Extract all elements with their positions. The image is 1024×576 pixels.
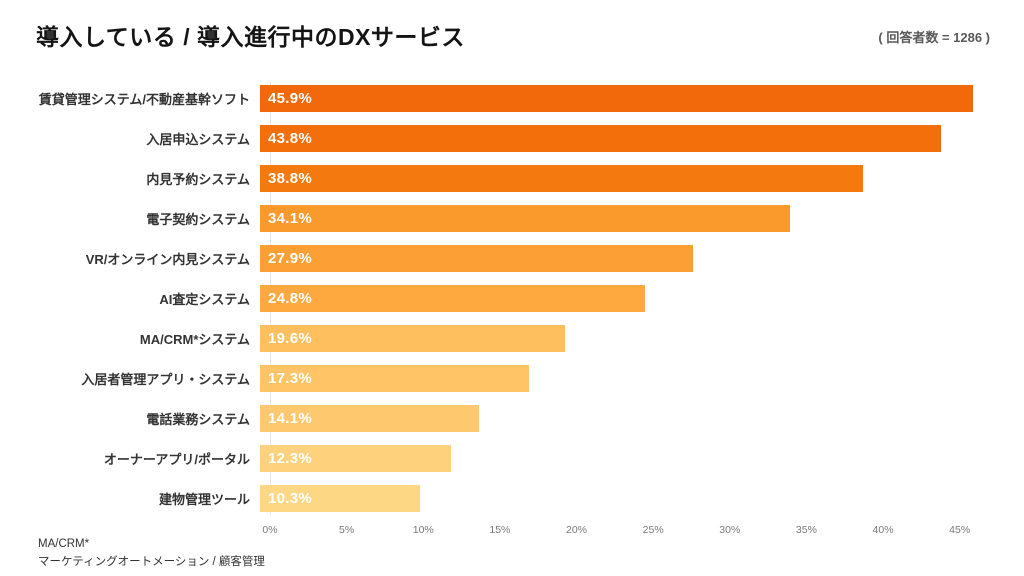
bar-chart: 賃貸管理システム/不動産基幹ソフト 45.9% 入居申込システム 43.8% 内見予約シ… xyxy=(12,78,998,544)
bar-category-label: オーナーアプリ/ポータル xyxy=(103,451,250,467)
bar: 38.8% xyxy=(260,164,863,192)
bar-track: 43.8% xyxy=(260,124,998,152)
plot-area: 賃貸管理システム/不動産基幹ソフト 45.9% 入居申込システム 43.8% 内見予約シ… xyxy=(12,78,998,518)
bar: 24.8% xyxy=(260,284,646,312)
x-tick-label: 10% xyxy=(412,524,434,536)
bar-row: 賃貸管理システム/不動産基幹ソフト 45.9% xyxy=(12,78,998,118)
bar-category-label: 賃貸管理システム/不動産基幹ソフト xyxy=(38,91,250,107)
bar: 45.9% xyxy=(260,84,974,112)
footnote: MA/CRM* マーケティングオートメーション / 顧客管理 xyxy=(38,536,265,572)
bar-row: AI査定システム 24.8% xyxy=(12,278,998,318)
bar-row: 入居者管理アプリ・システム 17.3% xyxy=(12,358,998,398)
bar: 43.8% xyxy=(260,124,941,152)
x-tick-label: 5% xyxy=(339,524,355,536)
bar-track: 34.1% xyxy=(260,204,998,232)
bar-track: 27.9% xyxy=(260,244,998,272)
bar-category-label: 内見予約システム xyxy=(146,171,250,187)
bar-value-label: 34.1% xyxy=(268,209,313,227)
bar-category-label: 電子契約システム xyxy=(146,211,250,227)
bar: 19.6% xyxy=(260,324,565,352)
x-tick-label: 40% xyxy=(872,524,894,536)
bar-category-label: VR/オンライン内見システム xyxy=(85,251,250,267)
x-tick-label: 0% xyxy=(262,524,278,536)
bar: 27.9% xyxy=(260,244,694,272)
bar: 34.1% xyxy=(260,204,790,232)
bar-row: 建物管理ツール 10.3% xyxy=(12,478,998,518)
bar-track: 24.8% xyxy=(260,284,998,312)
x-axis-ticks: 0% 5% 10% 15% 20% 25% 30% 35% 40% 45% xyxy=(262,522,998,544)
bar-value-label: 17.3% xyxy=(268,369,313,387)
bar-track: 45.9% xyxy=(260,84,998,112)
bar-row: 内見予約システム 38.8% xyxy=(12,158,998,198)
x-tick-label: 35% xyxy=(795,524,817,536)
bar: 12.3% xyxy=(260,444,452,472)
bar-row: オーナーアプリ/ポータル 12.3% xyxy=(12,438,998,478)
bar-value-label: 27.9% xyxy=(268,249,313,267)
respondents-note: ( 回答者数 = 1286 ) xyxy=(878,30,990,45)
bar-track: 17.3% xyxy=(260,364,998,392)
bar: 10.3% xyxy=(260,484,421,512)
page-title: 導入している / 導入進行中のDXサービス xyxy=(36,24,465,50)
bar-value-label: 38.8% xyxy=(268,169,313,187)
x-tick-label: 15% xyxy=(489,524,511,536)
bar-row: 電話業務システム 14.1% xyxy=(12,398,998,438)
bar-value-label: 24.8% xyxy=(268,289,313,307)
bar: 17.3% xyxy=(260,364,529,392)
bar-category-label: 建物管理ツール xyxy=(158,491,250,507)
bar-category-label: 電話業務システム xyxy=(146,411,250,427)
x-tick-label: 45% xyxy=(949,524,971,536)
footnote-line2: マーケティングオートメーション / 顧客管理 xyxy=(38,556,265,569)
bar-value-label: 14.1% xyxy=(268,409,313,427)
x-tick-label: 25% xyxy=(642,524,664,536)
bar-track: 38.8% xyxy=(260,164,998,192)
bar-row: 入居申込システム 43.8% xyxy=(12,118,998,158)
bar-value-label: 43.8% xyxy=(268,129,313,147)
x-tick-label: 30% xyxy=(719,524,741,536)
bar-track: 12.3% xyxy=(260,444,998,472)
bar-value-label: 10.3% xyxy=(268,489,313,507)
bar-value-label: 45.9% xyxy=(268,89,313,107)
bar-value-label: 19.6% xyxy=(268,329,313,347)
bar-row: MA/CRM*システム 19.6% xyxy=(12,318,998,358)
bar-category-label: 入居申込システム xyxy=(146,131,250,147)
bar-track: 19.6% xyxy=(260,324,998,352)
bar: 14.1% xyxy=(260,404,480,432)
bar-track: 10.3% xyxy=(260,484,998,512)
x-tick-label: 20% xyxy=(566,524,588,536)
bar-value-label: 12.3% xyxy=(268,449,313,467)
footnote-line1: MA/CRM* xyxy=(38,538,90,551)
bar-track: 14.1% xyxy=(260,404,998,432)
bar-category-label: 入居者管理アプリ・システム xyxy=(81,371,250,387)
bar-category-label: MA/CRM*システム xyxy=(139,331,250,347)
bar-category-label: AI査定システム xyxy=(159,291,250,307)
bar-row: 電子契約システム 34.1% xyxy=(12,198,998,238)
header: 導入している / 導入進行中のDXサービス ( 回答者数 = 1286 ) xyxy=(0,0,1024,52)
bar-row: VR/オンライン内見システム 27.9% xyxy=(12,238,998,278)
